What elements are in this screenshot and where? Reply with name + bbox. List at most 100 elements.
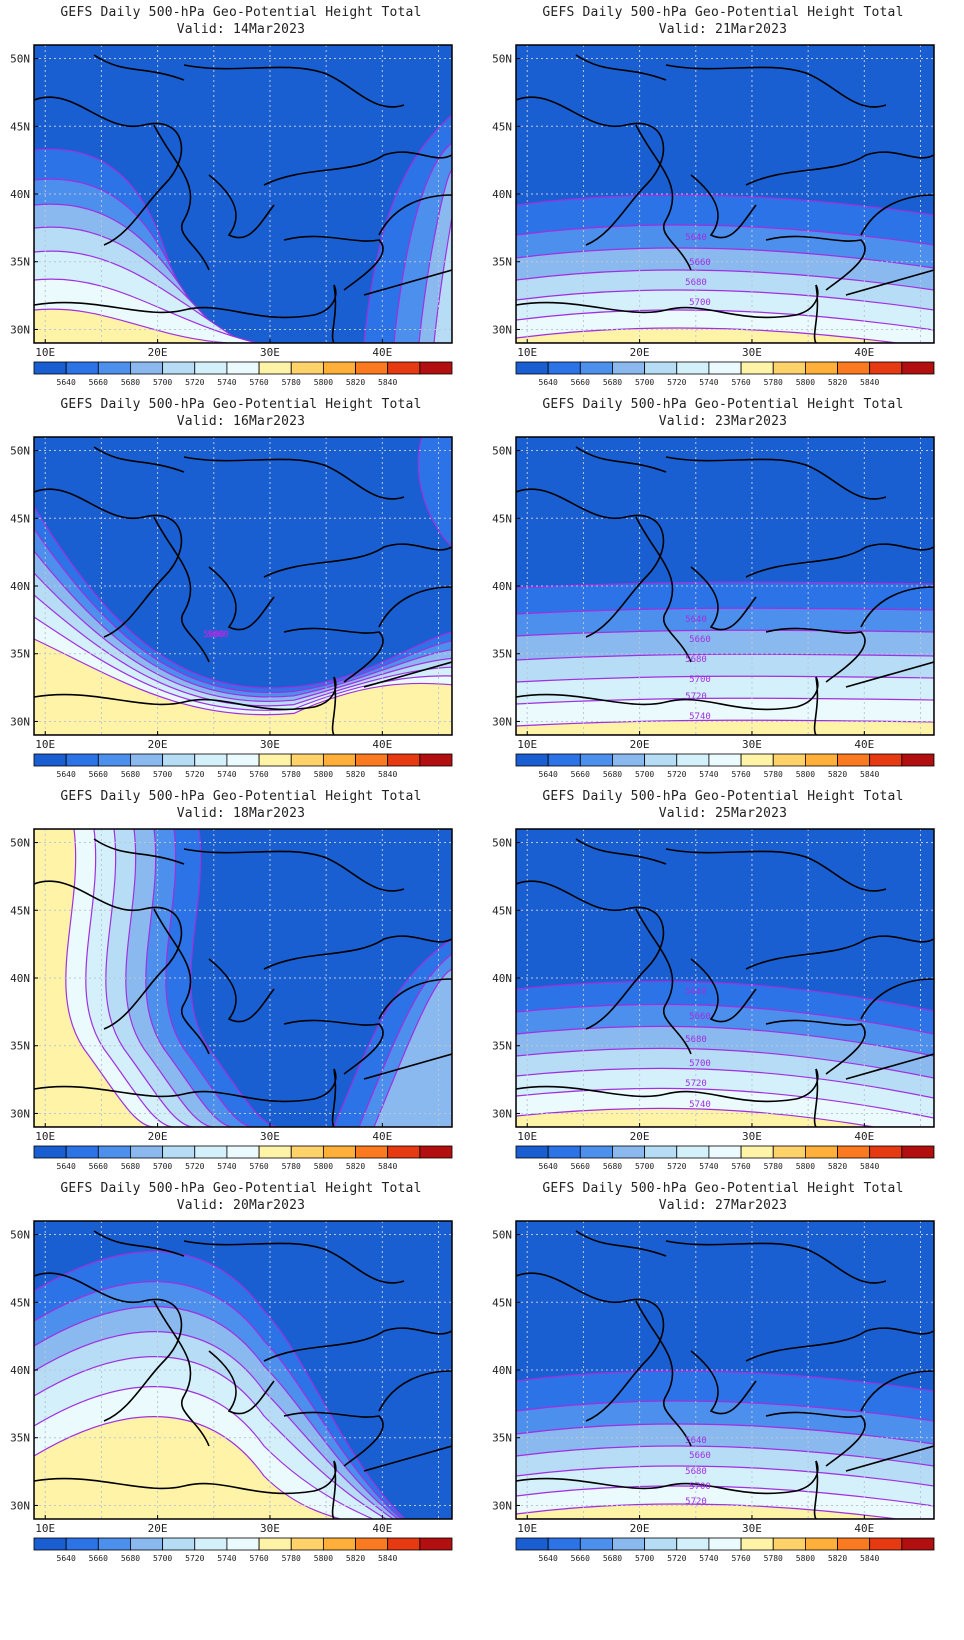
lat-tick-label: 45N — [10, 904, 30, 917]
coastline — [813, 1068, 819, 1127]
colorbar-label: 5640 — [57, 1554, 76, 1563]
colorbar-label: 5680 — [603, 378, 622, 387]
colorbar-swatch — [322, 1537, 356, 1551]
coastline — [813, 284, 819, 343]
colorbar-swatch — [355, 361, 389, 375]
panel-title: GEFS Daily 500-hPa Geo-Potential Height … — [542, 1181, 904, 1196]
contour-label: 5640 — [203, 630, 225, 640]
panel-title: GEFS Daily 500-hPa Geo-Potential Height … — [542, 789, 904, 804]
colorbar-swatch — [130, 361, 164, 375]
colorbar-label: 5680 — [603, 1554, 622, 1563]
colorbar-swatch — [740, 361, 774, 375]
geopotential-map: 5640 5660 5680 5700 50N 45N 40N 35N 30N 10E 20E 30E… — [492, 44, 935, 387]
coastline — [516, 676, 819, 711]
colorbar-swatch — [355, 753, 389, 767]
coastline — [845, 661, 934, 688]
colorbar-swatch — [708, 1145, 742, 1159]
colorbar-swatch — [644, 1537, 678, 1551]
coastline — [745, 935, 934, 970]
coastline — [765, 1019, 866, 1075]
colorbar-swatch — [258, 1537, 292, 1551]
lon-tick-label: 40E — [854, 346, 874, 359]
map-panel: GEFS Daily 500-hPa Geo-Potential Height … — [0, 392, 482, 802]
colorbar-label: 5740 — [217, 1554, 236, 1563]
contour-label: 5640 — [685, 233, 707, 243]
colorbar-label: 5800 — [796, 378, 815, 387]
colorbar-label: 5820 — [346, 770, 365, 779]
colorbar-label: 5760 — [731, 770, 750, 779]
coastline — [331, 1460, 337, 1519]
colorbar-swatch — [772, 1145, 806, 1159]
colorbar-swatch — [290, 753, 324, 767]
colorbar-swatch — [612, 1145, 646, 1159]
contour-label: 5680 — [685, 655, 707, 665]
coastline — [331, 676, 337, 735]
colorbar-swatch — [644, 361, 678, 375]
contour-label: 5720 — [685, 1079, 707, 1089]
coastline — [208, 174, 275, 239]
lat-tick-label: 35N — [10, 648, 30, 661]
colorbar-swatch — [419, 361, 453, 375]
contour-label: 5700 — [689, 298, 711, 308]
lon-tick-label: 30E — [742, 346, 762, 359]
colorbar-label: 5660 — [571, 1162, 590, 1171]
contour-label: 5700 — [689, 675, 711, 685]
colorbar-label: 5760 — [249, 1554, 268, 1563]
coastline — [575, 1230, 667, 1257]
coastline — [765, 1411, 866, 1467]
coastline — [745, 1327, 934, 1362]
colorbar-label: 5640 — [57, 770, 76, 779]
contour-label: 5740 — [689, 712, 711, 722]
coastline — [516, 1272, 665, 1422]
colorbar-swatch — [226, 753, 260, 767]
colorbar-swatch — [65, 1145, 99, 1159]
lon-tick-label: 40E — [372, 1522, 392, 1535]
coastline — [34, 96, 183, 246]
colorbar-swatch — [130, 1145, 164, 1159]
lat-tick-label: 50N — [492, 837, 512, 850]
coastline — [635, 908, 692, 1055]
colorbar-label: 5800 — [796, 770, 815, 779]
lat-tick-label: 50N — [10, 445, 30, 458]
coastline — [183, 64, 405, 108]
coastline — [153, 516, 210, 663]
lon-tick-label: 10E — [517, 1522, 537, 1535]
colorbar-label: 5780 — [764, 378, 783, 387]
coastline — [813, 1460, 819, 1519]
panel-title: GEFS Daily 500-hPa Geo-Potential Height … — [542, 5, 904, 20]
colorbar-label: 5780 — [282, 770, 301, 779]
coastline — [93, 838, 185, 865]
height-band — [516, 1107, 934, 1127]
colorbar-label: 5760 — [249, 1162, 268, 1171]
map-panel: GEFS Daily 500-hPa Geo-Potential Height … — [0, 0, 482, 410]
coastline — [516, 880, 665, 1030]
geopotential-map: 50N 45N 40N 35N 30N 10E 20E 30E 40E 5640 5660 5680 5… — [10, 1220, 453, 1563]
coastline — [153, 908, 210, 1055]
coastline — [765, 627, 866, 683]
contour-label: 5640 — [685, 987, 707, 997]
colorbar-swatch — [258, 753, 292, 767]
coastline — [363, 1445, 452, 1472]
lon-tick-label: 40E — [372, 738, 392, 751]
coastline — [183, 1240, 405, 1284]
colorbar-swatch — [772, 1537, 806, 1551]
lon-tick-label: 20E — [148, 346, 168, 359]
colorbar-swatch — [387, 1537, 421, 1551]
colorbar-swatch — [740, 753, 774, 767]
coastline — [93, 54, 185, 81]
coastline — [93, 446, 185, 473]
height-band — [417, 437, 452, 548]
colorbar-label: 5660 — [89, 770, 108, 779]
contour-label: 5720 — [685, 692, 707, 702]
colorbar-swatch — [869, 753, 903, 767]
geopotential-map: 50N 45N 40N 35N 30N 10E 20E 30E 40E 5640 5660 5680 5… — [10, 44, 453, 387]
lat-tick-label: 45N — [492, 1296, 512, 1309]
colorbar-swatch — [162, 753, 196, 767]
colorbar-label: 5780 — [282, 378, 301, 387]
colorbar-label: 5660 — [571, 1554, 590, 1563]
lat-tick-label: 50N — [10, 837, 30, 850]
lat-tick-label: 35N — [492, 1432, 512, 1445]
coastline — [208, 566, 275, 631]
colorbar-swatch — [97, 1537, 131, 1551]
coastline — [516, 284, 819, 319]
